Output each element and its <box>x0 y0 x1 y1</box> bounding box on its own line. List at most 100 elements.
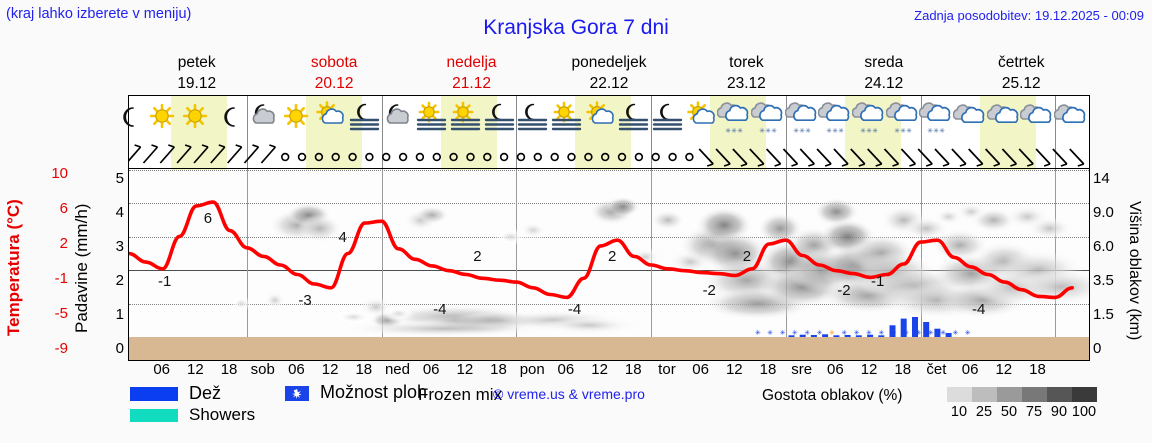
wind-calm-marker <box>281 152 290 162</box>
wind-barb <box>1052 148 1068 167</box>
x-axis-label: 12 <box>321 361 339 378</box>
day-date: 23.12 <box>727 75 766 92</box>
wind-barb <box>850 148 866 167</box>
axis-tick: 1.5 <box>1093 306 1114 323</box>
cloud-density-legend-title: Gostota oblakov (%) <box>762 387 903 404</box>
precipitation-bar <box>900 318 907 337</box>
precipitation-bar <box>810 335 817 337</box>
wind-barb <box>1018 148 1034 167</box>
wind-barb <box>782 148 799 167</box>
wind-calm-marker <box>348 152 357 162</box>
wind-barb <box>176 144 192 164</box>
frozen-mix-marker: ✳ <box>755 329 761 337</box>
frozen-mix-marker: ✳ <box>965 329 971 337</box>
axis-tick: 0 <box>1093 340 1102 357</box>
day-header-četrtek: četrtek 25.12 <box>953 52 1090 94</box>
chart-area: ✳ ✳ ✳ ✳ ✳ ✳ ✳ ✳ ✳ ✳ ✳ ✳ ✳ ✳ ✳ ✳ ✳ ✳ -1 6 -3 4 -4 2 -4 2 -2 2 -2 -1 -4 <box>129 170 1089 360</box>
axis-tick: 3 <box>115 238 124 255</box>
cloud-density-tick: 75 <box>1025 404 1043 420</box>
cloud-density-step <box>1022 387 1047 402</box>
cloud-density-tick: 50 <box>1000 404 1018 420</box>
temperature-axis-title: Temperatura (°C) <box>4 199 23 337</box>
x-axis-label: 06 <box>961 361 979 378</box>
day-name: petek <box>177 54 216 71</box>
precipitation-bar <box>844 335 851 337</box>
day-name: nedelja <box>446 54 497 71</box>
cloud-height-axis-title: Višina oblakov (km) <box>1126 200 1143 341</box>
axis-tick: 3.5 <box>1093 272 1114 289</box>
precipitation-bar <box>855 335 862 337</box>
x-axis-label: pon <box>519 361 545 378</box>
precipitation-bar <box>822 334 829 337</box>
wind-barb <box>260 144 277 164</box>
cloud-density-ramp-labels: 10 25 50 75 90 100 <box>947 404 1097 424</box>
day-date: 25.12 <box>1001 75 1041 92</box>
meteogram-plot: ✳ ✳ ✳ ✳ ✳ ✳ ✳ ✳ ✳ ✳ ✳ ✳ ✳ ✳ ✳ ✳ ✳ ✳ -1 6 -3 4 -4 2 -4 2 -2 2 -2 -1 -4 <box>128 95 1090 361</box>
day-header-sobota: sobota 20.12 <box>265 52 402 94</box>
precipitation-bar <box>912 317 918 337</box>
x-axis-label: 06 <box>288 361 305 378</box>
wind-calm-marker <box>567 152 576 162</box>
x-axis-label: sre <box>791 361 813 378</box>
wind-barb <box>968 148 984 167</box>
cloud-density-ramp <box>947 387 1097 402</box>
frozen-mix-marker: ✳ <box>780 329 786 337</box>
x-axis-label: 06 <box>557 361 575 378</box>
precipitation-bar <box>833 335 840 337</box>
frozen-mix-marker: ✳ <box>928 329 934 337</box>
precipitation-bars: ✳ ✳ ✳ ✳ ✳ ✳ ✳ ✳ ✳ ✳ ✳ ✳ ✳ ✳ ✳ ✳ ✳ ✳ <box>755 317 971 337</box>
cloud-density-step <box>1072 387 1097 402</box>
x-axis-labels: 06 12 18 sob 06 12 18 ned 06 12 18 pon 06 12 18 tor 06 12… <box>128 361 1090 381</box>
temperature-value-label: -4 <box>433 301 447 319</box>
precipitation-bar <box>867 334 874 337</box>
wind-calm-marker <box>382 152 391 162</box>
cloud-density-step <box>972 387 997 402</box>
x-axis-label: 06 <box>153 361 171 378</box>
temperature-line <box>129 200 1074 300</box>
wind-barb <box>867 148 883 167</box>
x-axis-label: 06 <box>422 361 440 378</box>
wind-barb <box>749 148 765 167</box>
frozen-mix-marker: ✳ <box>891 329 897 337</box>
frozen-mix-marker: ✳ <box>940 329 946 337</box>
wind-calm-marker <box>331 152 340 162</box>
axis-tick: 5 <box>115 170 124 187</box>
precipitation-axis-title: Padavine (mm/h) <box>72 203 91 333</box>
frozen-mix-marker: ✳ <box>804 329 810 337</box>
wind-calm-marker <box>499 152 509 162</box>
showers-swatch <box>130 409 178 422</box>
axis-tick: -9 <box>54 340 68 357</box>
day-name: sobota <box>310 54 358 71</box>
precipitation-bar <box>799 334 806 337</box>
rain-label: Dež <box>189 383 222 403</box>
wind-calm-marker <box>314 152 324 162</box>
axis-tick: 2 <box>59 235 68 252</box>
wind-barb <box>934 148 950 167</box>
axis-tick: 1 <box>115 306 124 323</box>
x-axis-label: 18 <box>894 361 912 378</box>
showers-label: Showers <box>189 405 256 424</box>
wind-barb <box>765 148 782 167</box>
frozen-mix-marker: ✳ <box>841 329 847 337</box>
wind-calm-marker <box>584 152 593 162</box>
wind-calm-marker <box>415 152 425 162</box>
precipitation-bar <box>878 335 885 337</box>
day-name: sreda <box>864 54 904 71</box>
day-header-row: petek 19.12 sobota 20.12 nedelja 21.12 ponedel… <box>128 52 1090 94</box>
wind-calm-marker <box>617 152 627 162</box>
wind-calm-marker <box>449 152 458 162</box>
day-date: 22.12 <box>589 75 629 92</box>
temperature-value-label: -4 <box>972 301 986 319</box>
frozen-mix-marker: ✳ <box>878 329 884 337</box>
day-date: 19.12 <box>177 75 217 92</box>
x-axis-label: 12 <box>860 361 878 378</box>
precipitation-bar <box>889 325 896 337</box>
last-update-label: Zadnja posodobitev: 19.12.2025 - 00:09 <box>914 8 1144 23</box>
wind-barb <box>951 148 967 167</box>
cloud-height-axis-ticks: 14 9.0 6.0 3.5 1.5 0 <box>1093 165 1127 365</box>
temperature-value-label: -1 <box>870 272 885 290</box>
page-title: Kranjska Gora 7 dni <box>483 16 669 39</box>
x-axis-label: 12 <box>995 361 1013 378</box>
wind-barb <box>210 144 226 164</box>
wind-calm-marker <box>365 152 374 162</box>
